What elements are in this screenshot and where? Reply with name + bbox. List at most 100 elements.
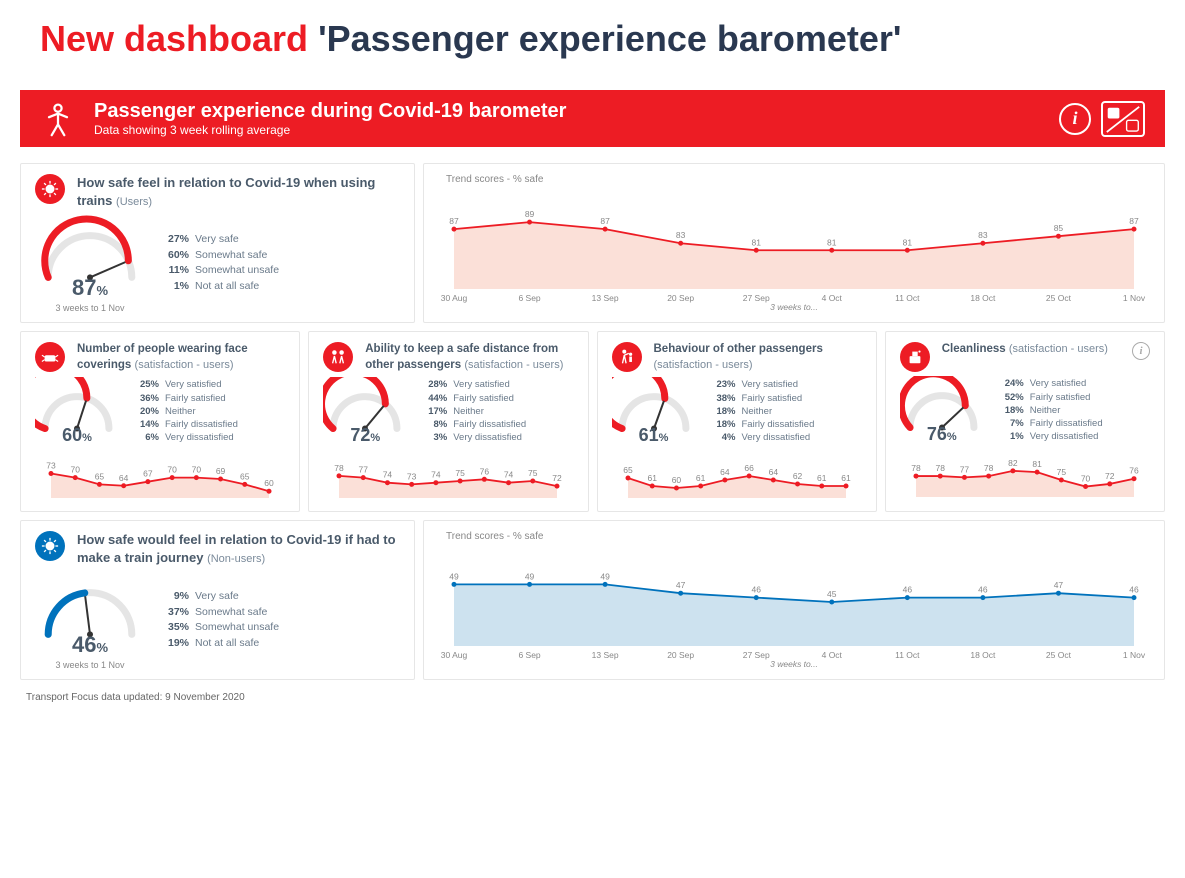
svg-text:74: 74 [431, 470, 441, 480]
svg-text:75: 75 [456, 468, 466, 478]
svg-text:85: 85 [1054, 223, 1064, 233]
svg-text:4 Oct: 4 Oct [822, 293, 843, 303]
svg-text:65: 65 [95, 471, 105, 481]
trend-behaviour: 65616061646664626161 [612, 452, 862, 505]
svg-text:82: 82 [1008, 458, 1018, 468]
breakdown-distance: 28%Very satisfied44%Fairly satisfied17%N… [421, 378, 526, 444]
gauge-safe-nonusers: 46% 3 weeks to 1 Nov [35, 570, 145, 670]
card-behaviour: Behaviour of other passengers (satisfact… [597, 331, 877, 512]
svg-text:45: 45 [827, 589, 837, 599]
svg-text:83: 83 [676, 230, 686, 240]
svg-text:69: 69 [216, 466, 226, 476]
svg-text:1 Nov: 1 Nov [1123, 650, 1146, 660]
svg-text:70: 70 [192, 465, 202, 475]
svg-text:13 Sep: 13 Sep [592, 650, 619, 660]
info-icon[interactable]: i [1132, 342, 1150, 360]
svg-text:70: 70 [70, 465, 80, 475]
gauge-behaviour: 61% [612, 377, 696, 446]
svg-text:6 Sep: 6 Sep [518, 293, 540, 303]
svg-text:73: 73 [407, 471, 417, 481]
virus-icon [35, 531, 65, 561]
trend-safe-nonusers: Trend scores - % safe 494949474645464647… [423, 520, 1165, 680]
cleanliness-icon [900, 342, 930, 372]
trend-facecoverings: 73706564677070696560 [35, 452, 285, 505]
facecoverings-icon [35, 342, 65, 372]
svg-text:72: 72 [553, 473, 563, 483]
svg-text:27 Sep: 27 Sep [743, 293, 770, 303]
svg-text:27 Sep: 27 Sep [743, 650, 770, 660]
svg-text:1 Nov: 1 Nov [1123, 293, 1146, 303]
svg-text:70: 70 [167, 465, 177, 475]
svg-text:78: 78 [935, 463, 945, 473]
svg-text:62: 62 [792, 471, 802, 481]
gauge-cleanliness: 76% [900, 376, 984, 445]
svg-text:87: 87 [600, 216, 610, 226]
svg-text:81: 81 [827, 237, 837, 247]
breakdown-safe-nonusers: 9%Very safe37%Somewhat safe35%Somewhat u… [159, 589, 279, 652]
breakdown-cleanliness: 24%Very satisfied52%Fairly satisfied18%N… [998, 377, 1103, 443]
card-sub: (Non-users) [207, 553, 265, 565]
person-logo-icon [40, 101, 76, 137]
svg-text:89: 89 [525, 209, 535, 219]
svg-text:73: 73 [46, 461, 56, 471]
card-title: Behaviour of other passengers [654, 343, 823, 355]
svg-text:20 Sep: 20 Sep [667, 293, 694, 303]
svg-text:81: 81 [751, 237, 761, 247]
svg-text:25 Oct: 25 Oct [1046, 293, 1072, 303]
trend-cleanliness: 78787778828175707276 [900, 451, 1150, 504]
svg-text:61: 61 [841, 473, 851, 483]
breakdown-behaviour: 23%Very satisfied38%Fairly satisfied18%N… [710, 378, 815, 444]
breakdown-facecoverings: 25%Very satisfied36%Fairly satisfied20%N… [133, 378, 238, 444]
svg-text:70: 70 [1081, 474, 1091, 484]
svg-text:78: 78 [911, 463, 921, 473]
info-icon[interactable]: i [1059, 103, 1091, 135]
svg-text:3 weeks to...: 3 weeks to... [770, 659, 818, 668]
svg-text:6 Sep: 6 Sep [518, 650, 540, 660]
svg-text:66: 66 [744, 463, 754, 473]
card-facecoverings: Number of people wearing face coverings … [20, 331, 300, 512]
svg-text:74: 74 [504, 470, 514, 480]
svg-text:64: 64 [119, 473, 129, 483]
svg-text:65: 65 [623, 465, 633, 475]
svg-text:49: 49 [449, 571, 459, 581]
mode-toggle[interactable] [1101, 101, 1145, 137]
card-distance: Ability to keep a safe distance from oth… [308, 331, 588, 512]
svg-text:78: 78 [984, 463, 994, 473]
banner-text: Passenger experience during Covid-19 bar… [94, 100, 566, 137]
virus-icon [35, 174, 65, 204]
banner-title: Passenger experience during Covid-19 bar… [94, 100, 566, 123]
svg-text:46: 46 [751, 585, 761, 595]
svg-text:87: 87 [1129, 216, 1139, 226]
svg-text:64: 64 [720, 467, 730, 477]
svg-text:49: 49 [600, 571, 610, 581]
svg-text:67: 67 [143, 469, 153, 479]
svg-text:11 Oct: 11 Oct [895, 650, 920, 660]
svg-text:18 Oct: 18 Oct [970, 293, 996, 303]
svg-text:20 Sep: 20 Sep [667, 650, 694, 660]
svg-text:75: 75 [528, 468, 538, 478]
svg-text:47: 47 [1054, 580, 1064, 590]
footer-note: Transport Focus data updated: 9 November… [0, 688, 1185, 707]
card-safe-users: How safe feel in relation to Covid-19 wh… [20, 163, 415, 323]
svg-text:76: 76 [1129, 466, 1139, 476]
banner-subtitle: Data showing 3 week rolling average [94, 123, 566, 137]
svg-text:46: 46 [1129, 585, 1139, 595]
breakdown-safe-users: 27%Very safe60%Somewhat safe11%Somewhat … [159, 232, 279, 295]
svg-text:4 Oct: 4 Oct [822, 650, 843, 660]
svg-text:77: 77 [359, 465, 369, 475]
svg-text:49: 49 [525, 571, 535, 581]
svg-text:60: 60 [264, 478, 274, 488]
svg-text:77: 77 [959, 464, 969, 474]
svg-text:74: 74 [383, 470, 393, 480]
svg-text:72: 72 [1105, 471, 1115, 481]
svg-text:61: 61 [647, 473, 657, 483]
svg-text:81: 81 [903, 237, 913, 247]
distance-icon [323, 342, 353, 372]
svg-text:64: 64 [768, 467, 778, 477]
svg-text:61: 61 [695, 473, 705, 483]
title-prefix: New dashboard [40, 18, 308, 59]
svg-text:30 Aug: 30 Aug [441, 650, 468, 660]
card-safe-nonusers: How safe would feel in relation to Covid… [20, 520, 415, 680]
banner: Passenger experience during Covid-19 bar… [20, 90, 1165, 147]
svg-text:47: 47 [676, 580, 686, 590]
